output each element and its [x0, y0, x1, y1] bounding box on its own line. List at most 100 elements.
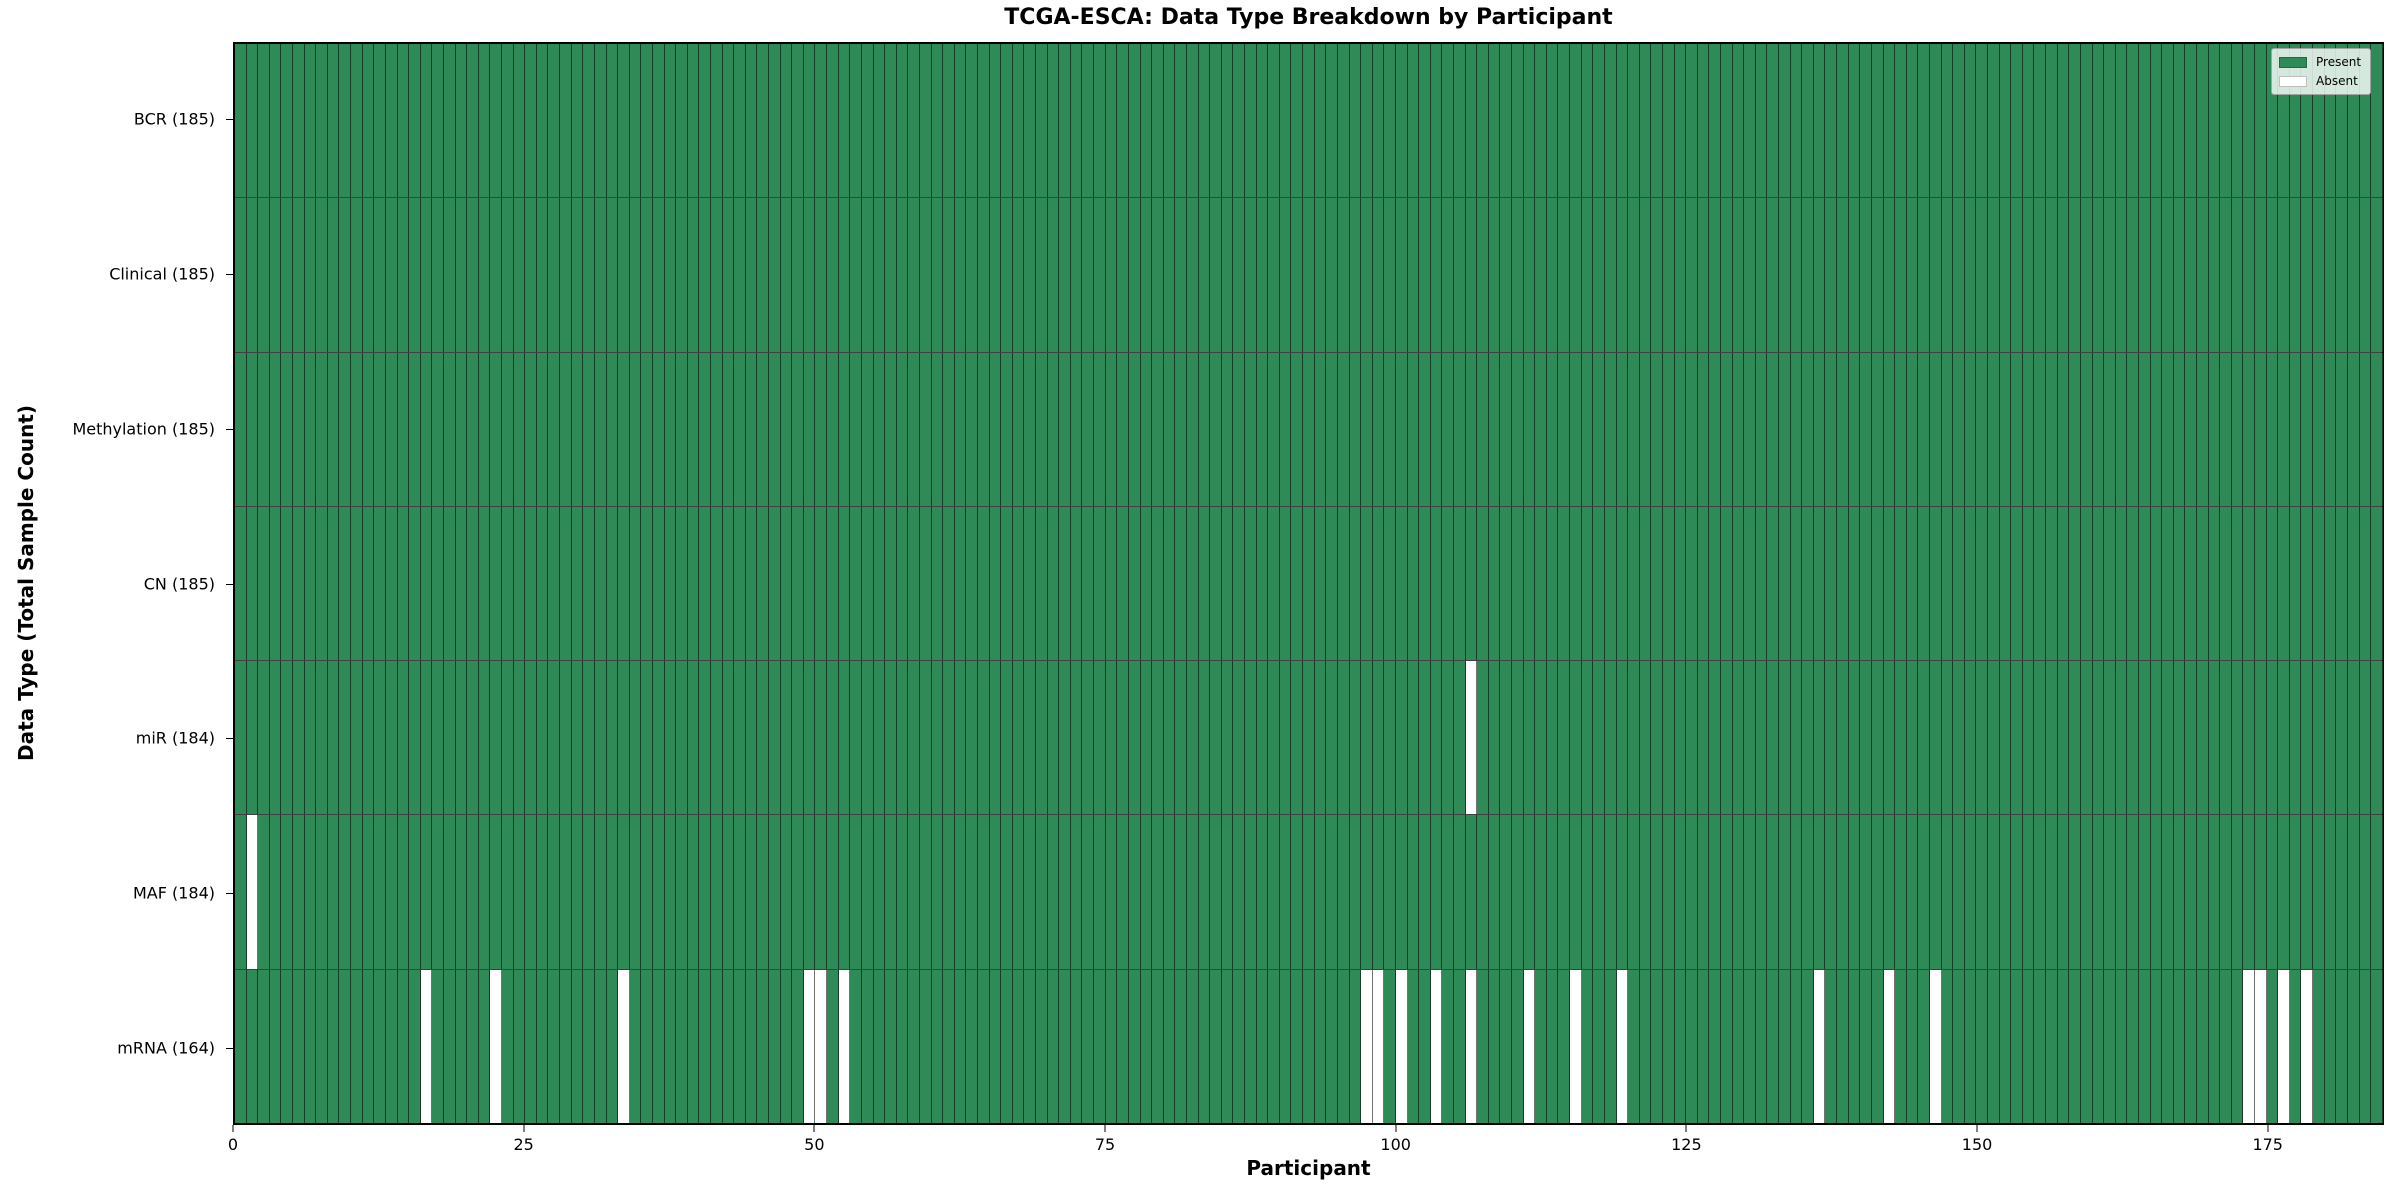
heatmap-cell-present — [2359, 661, 2372, 815]
heatmap-cell-present — [432, 198, 444, 352]
heatmap-cell-present — [1790, 352, 1803, 506]
heatmap-cell-present — [978, 352, 990, 506]
heatmap-cell-present — [2359, 969, 2372, 1123]
heatmap-cell-present — [2266, 815, 2279, 969]
heatmap-cell-present — [734, 815, 746, 969]
heatmap-cell-present — [571, 352, 584, 506]
heatmap-cell-present — [2138, 661, 2151, 815]
heatmap-cell-present — [1128, 815, 1141, 969]
heatmap-cell-present — [2208, 198, 2221, 352]
heatmap-cell-present — [258, 506, 270, 661]
heatmap-cell-present — [316, 44, 328, 198]
heatmap-cell-present — [2324, 969, 2337, 1123]
heatmap-cell-present — [455, 506, 468, 661]
heatmap-cell-present — [978, 198, 990, 352]
heatmap-cell-present — [2104, 198, 2116, 352]
heatmap-cell-present — [780, 198, 793, 352]
heatmap-cell-present — [1070, 198, 1083, 352]
heatmap-cell-present — [2371, 815, 2383, 969]
heatmap-cell-present — [1802, 506, 1814, 661]
heatmap-cell-present — [1755, 44, 1768, 198]
heatmap-cell-present — [1245, 44, 1257, 198]
heatmap-cell-present — [525, 969, 537, 1123]
heatmap-cell-present — [594, 661, 607, 815]
y-tick-mark — [226, 892, 233, 894]
heatmap-cell-present — [2092, 969, 2105, 1123]
heatmap-cell-present — [1233, 969, 1246, 1123]
heatmap-cell-present — [420, 198, 433, 352]
heatmap-cell-present — [885, 198, 897, 352]
heatmap-cell-present — [1036, 352, 1048, 506]
heatmap-cell-present — [1070, 44, 1083, 198]
heatmap-cell-present — [652, 506, 665, 661]
heatmap-cell-present — [235, 969, 247, 1123]
heatmap-cell-present — [2220, 506, 2232, 661]
heatmap-cell-present — [815, 198, 828, 352]
heatmap-cell-present — [351, 969, 363, 1123]
heatmap-cell-present — [769, 352, 781, 506]
heatmap-cell-present — [838, 352, 851, 506]
heatmap-cell-present — [2115, 969, 2128, 1123]
heatmap-cell-present — [1372, 198, 1385, 352]
heatmap-cell-present — [792, 198, 804, 352]
heatmap-cell-present — [1500, 198, 1513, 352]
heatmap-cell-present — [293, 815, 305, 969]
heatmap-cell-present — [710, 352, 723, 506]
heatmap-cell-present — [1361, 661, 1373, 815]
heatmap-cell-present — [1570, 661, 1582, 815]
heatmap-cell-present — [1477, 352, 1489, 506]
heatmap-cell-present — [1198, 352, 1211, 506]
heatmap-cell-present — [1036, 198, 1048, 352]
x-axis-ticks: 0 25 50 75 100 125 150 175 — [228, 1125, 2384, 1165]
heatmap-cell-present — [850, 44, 862, 198]
heatmap-cell-present — [745, 661, 758, 815]
heatmap-cell-present — [2266, 969, 2279, 1123]
heatmap-cell-present — [467, 198, 479, 352]
heatmap-cell-absent — [420, 969, 433, 1123]
heatmap-cell-present — [536, 661, 549, 815]
heatmap-cell-present — [2371, 44, 2383, 198]
heatmap-cell-present — [1697, 506, 1710, 661]
heatmap-cell-present — [1848, 44, 1861, 198]
heatmap-cell-present — [2069, 44, 2081, 198]
heatmap-cell-present — [1140, 661, 1153, 815]
heatmap-cell-present — [1233, 815, 1246, 969]
heatmap-cell-present — [1546, 352, 1559, 506]
heatmap-cell-present — [420, 44, 433, 198]
heatmap-cell-present — [1837, 198, 1849, 352]
heatmap-cell-present — [2022, 815, 2035, 969]
heatmap-cell-present — [966, 352, 978, 506]
heatmap-cell-present — [2266, 198, 2279, 352]
heatmap-cell-present — [1337, 815, 1350, 969]
heatmap-cell-present — [1024, 815, 1037, 969]
heatmap-cell-present — [548, 352, 561, 506]
heatmap-cell-present — [769, 198, 781, 352]
heatmap-cell-present — [943, 506, 955, 661]
heatmap-cell-present — [2173, 815, 2186, 969]
heatmap-cell-present — [1825, 969, 1838, 1123]
heatmap-cell-present — [2127, 661, 2139, 815]
heatmap-cell-present — [2196, 506, 2209, 661]
heatmap-cell-present — [1198, 506, 1211, 661]
heatmap-cell-present — [536, 815, 549, 969]
heatmap-cell-present — [1709, 352, 1721, 506]
heatmap-cell-present — [1256, 969, 1269, 1123]
heatmap-cell-present — [258, 815, 270, 969]
heatmap-cell-present — [2034, 815, 2047, 969]
heatmap-cell-present — [1767, 44, 1780, 198]
heatmap-cell-present — [293, 506, 305, 661]
heatmap-cell-present — [1024, 44, 1037, 198]
heatmap-cell-present — [1895, 969, 1907, 1123]
heatmap-cell-present — [2046, 44, 2058, 198]
heatmap-cell-present — [699, 969, 711, 1123]
heatmap-cell-present — [1361, 815, 1373, 969]
heatmap-cell-present — [2069, 969, 2081, 1123]
heatmap-cell-present — [954, 969, 967, 1123]
heatmap-cell-present — [769, 661, 781, 815]
heatmap-cell-present — [385, 44, 398, 198]
heatmap-cell-present — [478, 506, 491, 661]
heatmap-cell-present — [374, 44, 386, 198]
heatmap-cell-present — [2324, 198, 2337, 352]
heatmap-cell-present — [2278, 44, 2290, 198]
heatmap-cell-present — [618, 44, 630, 198]
